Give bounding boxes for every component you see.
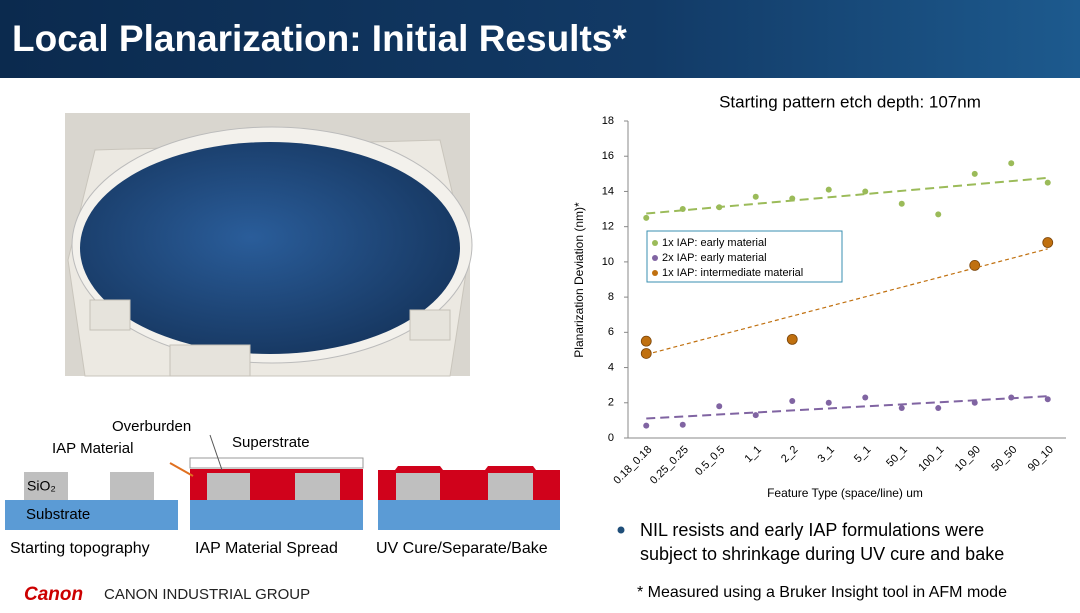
x-tick-label: 0.5_0.5 (693, 444, 727, 478)
legend-label: 1x IAP: early material (662, 237, 767, 249)
point (935, 211, 942, 218)
x-tick-label: 0.18_0.18 (611, 444, 654, 487)
iap-material-label: IAP Material (52, 440, 133, 457)
footnote: * Measured using a Bruker Insight tool i… (637, 584, 1007, 601)
y-tick-label: 12 (602, 221, 614, 233)
point (825, 186, 832, 193)
point (643, 214, 650, 221)
point (789, 398, 796, 405)
point (752, 193, 759, 200)
x-tick-label: 50_50 (989, 444, 1019, 474)
trendline (646, 176, 1048, 215)
bullet-dot (617, 526, 625, 534)
y-tick-label: 14 (602, 185, 614, 197)
x-tick-label: 2_2 (779, 444, 800, 465)
x-tick-label: 50_1 (884, 444, 910, 470)
footer-group: CANON INDUSTRIAL GROUP (104, 586, 310, 603)
point (752, 412, 759, 419)
x-tick-label: 5_1 (852, 444, 873, 465)
point (935, 405, 942, 412)
x-tick-label: 3_1 (815, 444, 836, 465)
point (825, 399, 832, 406)
superstrate-label: Superstrate (232, 434, 310, 451)
legend-marker (652, 270, 658, 276)
trendline (646, 248, 1048, 356)
point (971, 170, 978, 177)
y-tick-label: 18 (602, 115, 614, 127)
y-tick-label: 2 (608, 397, 614, 409)
caption: UV Cure/Separate/Bake (376, 540, 548, 557)
point (898, 405, 905, 412)
point (679, 421, 686, 428)
point (1044, 396, 1051, 403)
point (786, 333, 798, 345)
y-tick-label: 4 (608, 361, 614, 373)
point (1042, 237, 1054, 248)
x-tick-label: 90_10 (1026, 444, 1056, 474)
point (1044, 179, 1051, 186)
x-axis-label: Feature Type (space/line) um (767, 486, 923, 500)
legend-label: 1x IAP: intermediate material (662, 267, 803, 279)
point (640, 335, 652, 347)
point (862, 394, 869, 401)
caption: Starting topography (10, 540, 150, 557)
x-tick-label: 100_1 (916, 444, 946, 474)
y-tick-label: 0 (608, 432, 614, 444)
point (643, 422, 650, 429)
header-band (0, 0, 1080, 78)
substrate-label: Substrate (26, 506, 90, 523)
cross-sections: Overburden IAP Material Superstrate SiO₂… (5, 418, 560, 557)
sio2-label: SiO₂ (27, 478, 56, 494)
legend-marker (652, 255, 658, 261)
legend-box (646, 230, 843, 283)
trendline (646, 395, 1048, 420)
y-tick-label: 10 (602, 256, 614, 268)
legend-label: 2x IAP: early material (662, 252, 767, 264)
legend-marker (652, 240, 658, 246)
caption: IAP Material Spread (195, 540, 338, 557)
y-tick-label: 8 (608, 291, 614, 303)
y-tick-label: 16 (602, 150, 614, 162)
chart: Starting pattern etch depth: 107nm Featu… (572, 92, 981, 500)
point (716, 403, 723, 410)
bullet-text: subject to shrinkage during UV cure and … (640, 544, 1004, 564)
x-tick-label: 10_90 (953, 444, 983, 474)
point (640, 348, 652, 359)
wafer-photo (65, 113, 473, 377)
chart-title: Starting pattern etch depth: 107nm (719, 92, 981, 111)
slide-title: Local Planarization: Initial Results* (12, 18, 627, 59)
logo: Canon (24, 584, 83, 605)
x-tick-label: 0.25_0.25 (648, 444, 691, 487)
point (1008, 160, 1015, 167)
point (969, 260, 981, 271)
bullet-text: NIL resists and early IAP formulations w… (640, 520, 984, 540)
y-tick-label: 6 (608, 326, 614, 338)
y-axis-label: Planarization Deviation (nm)* (572, 202, 586, 358)
point (898, 200, 905, 207)
overburden-label: Overburden (112, 418, 191, 435)
x-tick-label: 1_1 (742, 444, 763, 465)
point (862, 188, 869, 195)
